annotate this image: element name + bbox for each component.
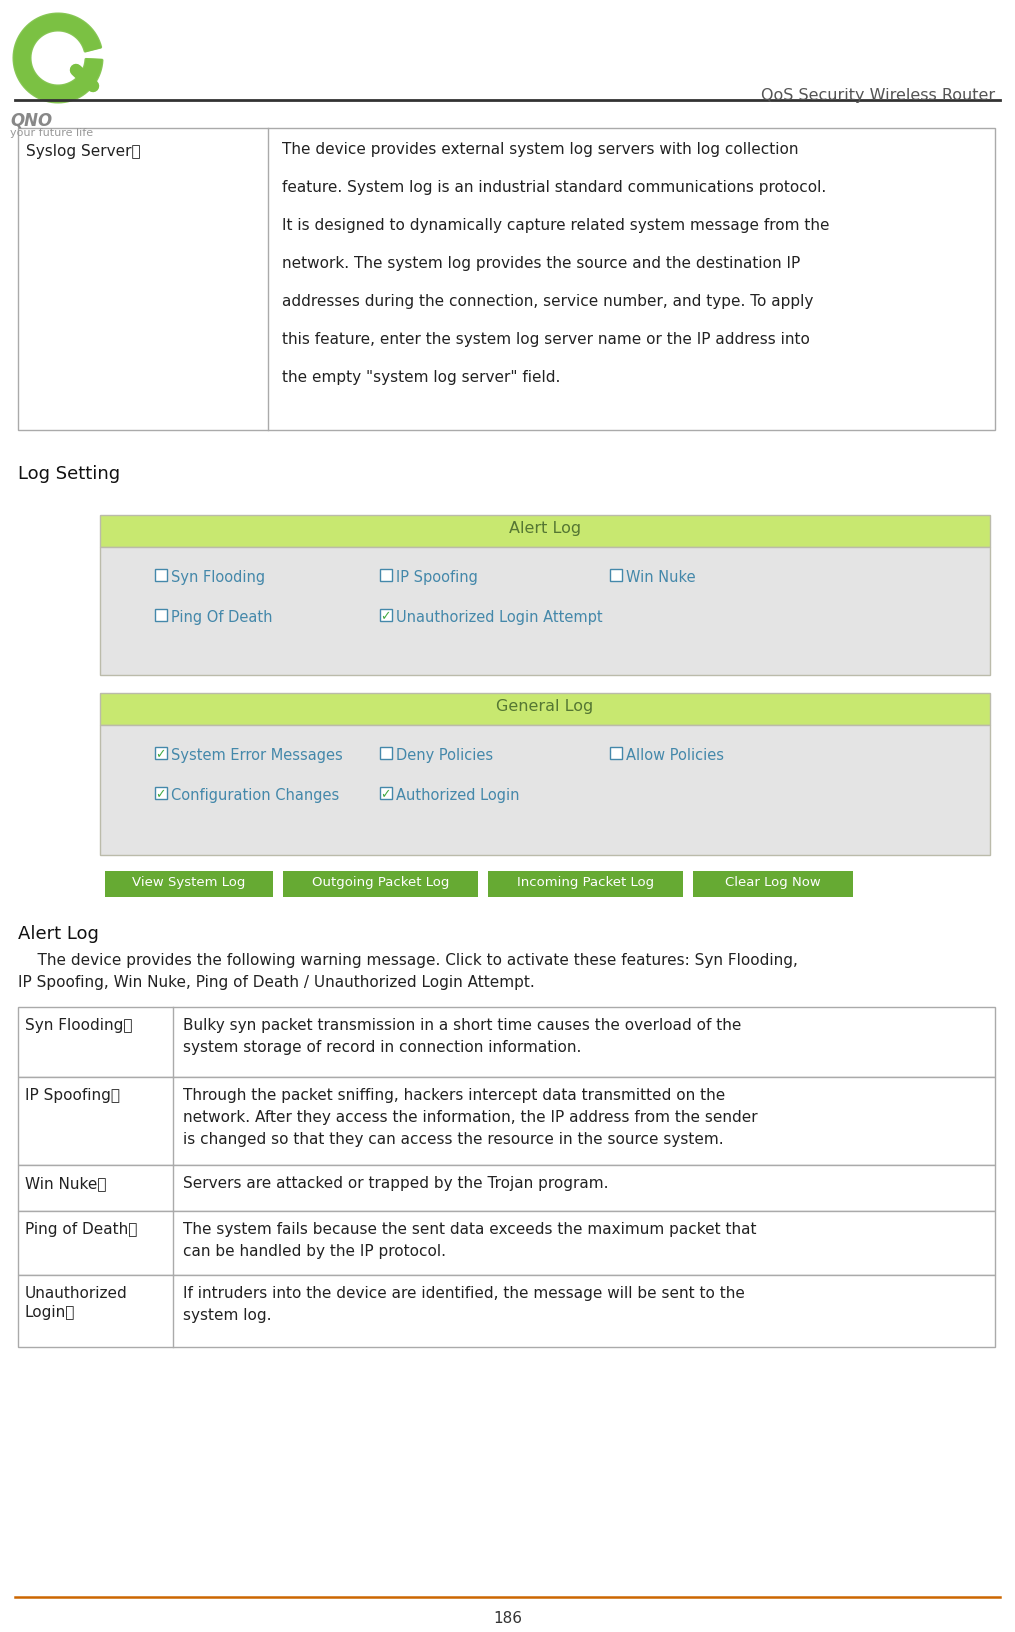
Text: Authorized Login: Authorized Login [396,788,520,803]
Bar [18,1275,995,1346]
Text: Alert Log: Alert Log [509,521,581,535]
Bar [488,871,683,898]
Text: Ping of Death：: Ping of Death： [25,1222,137,1237]
Text: Syslog Server：: Syslog Server： [26,144,141,158]
Text: ✓: ✓ [155,749,166,762]
Text: ✓: ✓ [381,610,391,623]
Bar [380,747,392,759]
Bar [105,871,273,898]
Text: Ping Of Death: Ping Of Death [171,610,272,625]
Text: 186: 186 [493,1611,522,1625]
Text: feature. System log is an industrial standard communications protocol.: feature. System log is an industrial sta… [282,180,826,194]
Bar [380,609,392,622]
Bar [610,747,622,759]
Text: IP Spoofing：: IP Spoofing： [25,1089,120,1103]
Text: QNO: QNO [10,113,52,131]
Text: Win Nuke: Win Nuke [626,570,695,584]
Bar [693,871,853,898]
Bar [610,570,622,581]
Bar [283,871,478,898]
Text: network. The system log provides the source and the destination IP: network. The system log provides the sou… [282,256,800,271]
Text: Allow Policies: Allow Policies [626,747,724,764]
Text: network. After they access the information, the IP address from the sender: network. After they access the informati… [183,1110,757,1124]
Text: Login：: Login： [25,1306,75,1320]
Bar [100,725,990,855]
Text: Deny Policies: Deny Policies [396,747,493,764]
Text: Unauthorized: Unauthorized [25,1286,128,1301]
Text: system storage of record in connection information.: system storage of record in connection i… [183,1040,582,1054]
Text: Clear Log Now: Clear Log Now [725,876,821,889]
Text: Unauthorized Login Attempt: Unauthorized Login Attempt [396,610,603,625]
Text: View System Log: View System Log [132,876,246,889]
Bar [18,127,995,429]
Text: IP Spoofing: IP Spoofing [396,570,478,584]
Bar [100,547,990,676]
Text: Configuration Changes: Configuration Changes [171,788,339,803]
Bar [100,694,990,725]
Text: If intruders into the device are identified, the message will be sent to the: If intruders into the device are identif… [183,1286,745,1301]
Bar [18,1077,995,1165]
Bar [18,1165,995,1211]
Text: Servers are attacked or trapped by the Trojan program.: Servers are attacked or trapped by the T… [183,1177,609,1191]
Text: It is designed to dynamically capture related system message from the: It is designed to dynamically capture re… [282,219,829,233]
Text: is changed so that they can access the resource in the source system.: is changed so that they can access the r… [183,1133,724,1147]
Text: The device provides external system log servers with log collection: The device provides external system log … [282,142,799,157]
Bar [155,570,167,581]
Text: this feature, enter the system log server name or the IP address into: this feature, enter the system log serve… [282,331,810,348]
Text: The device provides the following warning message. Click to activate these featu: The device provides the following warnin… [18,953,798,968]
Bar [100,516,990,547]
Text: The system fails because the sent data exceeds the maximum packet that: The system fails because the sent data e… [183,1222,756,1237]
Text: Bulky syn packet transmission in a short time causes the overload of the: Bulky syn packet transmission in a short… [183,1018,741,1033]
Text: system log.: system log. [183,1307,271,1324]
Text: Syn Flooding: Syn Flooding [171,570,265,584]
Text: Log Setting: Log Setting [18,465,120,483]
Bar [155,787,167,800]
Bar [380,787,392,800]
Text: Through the packet sniffing, hackers intercept data transmitted on the: Through the packet sniffing, hackers int… [183,1089,726,1103]
Text: addresses during the connection, service number, and type. To apply: addresses during the connection, service… [282,294,813,308]
Text: Alert Log: Alert Log [18,925,98,943]
Text: IP Spoofing, Win Nuke, Ping of Death / Unauthorized Login Attempt.: IP Spoofing, Win Nuke, Ping of Death / U… [18,974,535,991]
Text: QoS Security Wireless Router: QoS Security Wireless Router [761,88,995,103]
Text: Outgoing Packet Log: Outgoing Packet Log [312,876,450,889]
Bar [155,747,167,759]
Text: ✓: ✓ [155,788,166,801]
Text: Syn Flooding：: Syn Flooding： [25,1018,133,1033]
Text: System Error Messages: System Error Messages [171,747,343,764]
Bar [18,1211,995,1275]
Text: can be handled by the IP protocol.: can be handled by the IP protocol. [183,1244,446,1258]
Text: Incoming Packet Log: Incoming Packet Log [517,876,654,889]
Text: your future life: your future life [10,127,93,139]
Bar [18,1007,995,1077]
Bar [380,570,392,581]
Text: General Log: General Log [496,698,594,715]
Bar [155,609,167,622]
Text: the empty "system log server" field.: the empty "system log server" field. [282,370,560,385]
Text: Win Nuke：: Win Nuke： [25,1177,107,1191]
Text: ✓: ✓ [381,788,391,801]
